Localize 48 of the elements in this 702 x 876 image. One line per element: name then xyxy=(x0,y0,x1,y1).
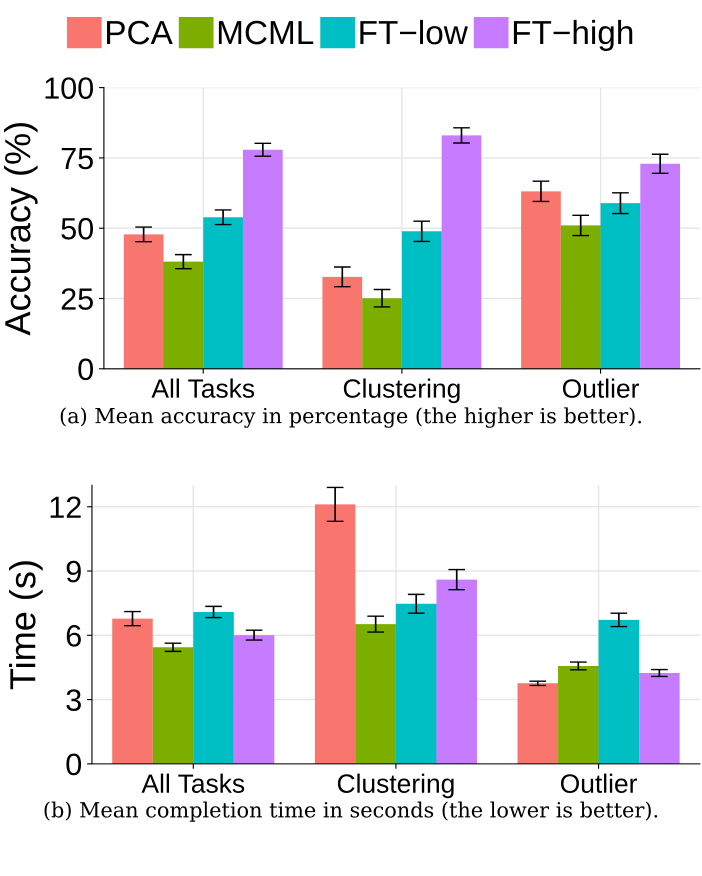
y-tick-label: 0 xyxy=(78,358,93,380)
bar xyxy=(598,620,640,764)
legend-label: FT−low xyxy=(360,20,468,44)
x-tick-label: Clustering xyxy=(344,378,460,404)
bar xyxy=(234,635,274,764)
bar xyxy=(152,647,194,764)
x-tick-label: All Tasks xyxy=(142,774,244,793)
y-tick-label: 0 xyxy=(66,754,82,776)
y-tick-label: 12 xyxy=(50,496,81,518)
y-tick-label: 6 xyxy=(66,625,81,647)
bar xyxy=(402,231,442,369)
y-tick-label: 9 xyxy=(66,560,81,582)
bar xyxy=(396,604,436,764)
bar xyxy=(163,262,204,369)
bar xyxy=(640,164,680,369)
bar xyxy=(362,298,402,369)
y-tick-label: 100 xyxy=(46,77,93,99)
bar xyxy=(639,673,680,764)
bar xyxy=(558,666,599,764)
legend-label: PCA xyxy=(107,20,173,44)
legend-label: MCML xyxy=(218,20,314,44)
bar xyxy=(242,150,283,369)
bar xyxy=(203,217,243,369)
y-tick-label: 75 xyxy=(62,148,93,170)
bar xyxy=(560,225,601,369)
y-tick-label: 25 xyxy=(62,288,93,310)
bar xyxy=(124,234,164,369)
y-axis-title: Time (s) xyxy=(9,561,43,690)
y-tick-label: 3 xyxy=(66,689,81,711)
text: (a) Mean accuracy in percentage (the higher is better). xyxy=(60,407,641,428)
x-tick-label: Outlier xyxy=(562,378,639,398)
text: (b) Mean completion time in seconds (the lower is better). xyxy=(44,802,658,822)
bar xyxy=(193,612,234,764)
bar xyxy=(442,135,482,369)
x-tick-label: Outlier xyxy=(560,774,637,793)
bar xyxy=(112,618,153,764)
bar xyxy=(521,191,561,369)
x-tick-label: All Tasks xyxy=(151,378,254,398)
bar xyxy=(355,624,396,764)
legend-label: FT−high xyxy=(514,20,632,51)
y-tick-label: 50 xyxy=(61,218,93,240)
bar xyxy=(322,276,362,369)
bar xyxy=(518,683,558,764)
bar xyxy=(314,504,356,764)
bar xyxy=(436,580,477,764)
y-axis-title: Accuracy (%) xyxy=(4,123,38,336)
bar xyxy=(600,203,640,369)
x-tick-label: Clustering xyxy=(338,774,454,798)
